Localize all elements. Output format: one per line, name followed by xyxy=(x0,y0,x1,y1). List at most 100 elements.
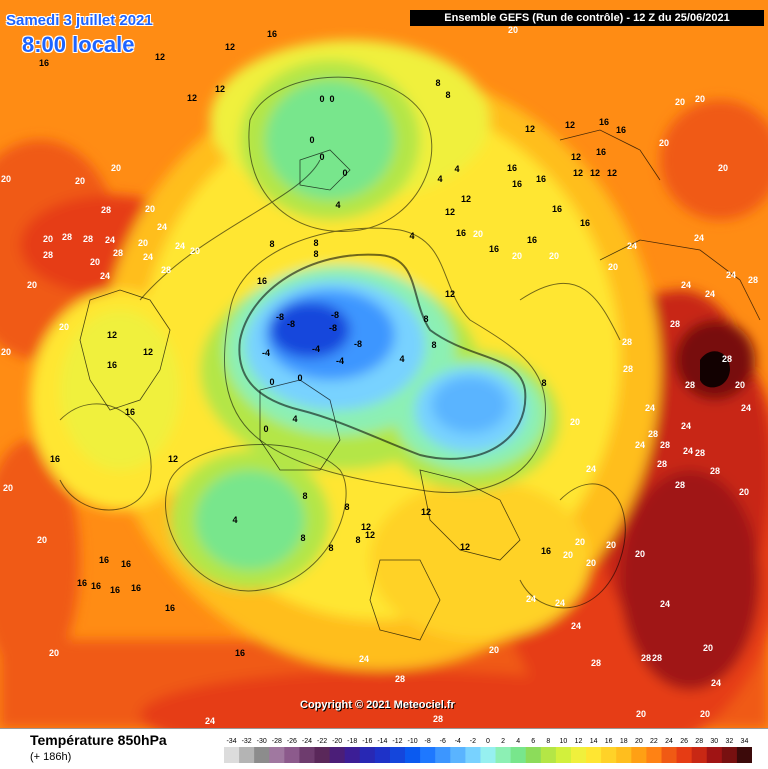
isotherm-label: 20 xyxy=(138,238,148,248)
isotherm-label: 28 xyxy=(695,448,705,458)
legend-swatch xyxy=(555,747,572,763)
isotherm-label: 8 xyxy=(328,543,333,553)
parameter-title: Température 850hPa xyxy=(30,732,167,748)
legend-tick-label: 6 xyxy=(531,738,535,745)
legend-tick-label: -12 xyxy=(392,738,402,745)
isotherm-label: 16 xyxy=(267,29,277,39)
legend-tick-label: -34 xyxy=(226,738,236,745)
legend-tick-label: 30 xyxy=(710,738,718,745)
legend-swatch xyxy=(405,747,421,763)
legend-tick-label: -10 xyxy=(408,738,418,745)
legend-swatch xyxy=(420,747,436,763)
isotherm-label: 20 xyxy=(718,163,728,173)
isotherm-label: 20 xyxy=(570,417,580,427)
isotherm-label: 8 xyxy=(269,239,274,249)
legend-swatch xyxy=(435,747,451,763)
isotherm-label: 20 xyxy=(659,138,669,148)
legend-swatch xyxy=(631,747,647,763)
isotherm-label: 16 xyxy=(541,546,551,556)
isotherm-label: 12 xyxy=(143,347,153,357)
isotherm-label: 20 xyxy=(1,347,11,357)
legend-tick-label: 2 xyxy=(501,738,505,745)
isotherm-label: 12 xyxy=(573,168,583,178)
legend-swatch xyxy=(736,747,752,763)
legend-swatch xyxy=(269,747,285,763)
isotherm-label: 28 xyxy=(623,364,633,374)
isotherm-label: 4 xyxy=(409,231,414,241)
legend-swatch xyxy=(721,747,738,763)
legend-tick-label: 8 xyxy=(546,738,550,745)
isotherm-label: 28 xyxy=(657,459,667,469)
legend-tick-label: -20 xyxy=(332,738,342,745)
legend-swatch xyxy=(224,747,240,763)
isotherm-label: 28 xyxy=(43,250,53,260)
isotherm-label: 24 xyxy=(100,271,110,281)
legend-swatch xyxy=(495,747,512,763)
isotherm-label: -4 xyxy=(336,356,344,366)
isotherm-label: 20 xyxy=(606,540,616,550)
isotherm-label: 8 xyxy=(344,502,349,512)
isotherm-label: -8 xyxy=(276,312,284,322)
isotherm-label: 12 xyxy=(525,124,535,134)
isotherm-label: -8 xyxy=(329,323,337,333)
legend-swatch xyxy=(239,747,255,763)
isotherm-label: -8 xyxy=(331,310,339,320)
isotherm-label: 20 xyxy=(59,322,69,332)
isotherm-label: 16 xyxy=(527,235,537,245)
isotherm-label: 0 xyxy=(309,135,314,145)
isotherm-label: 24 xyxy=(681,280,691,290)
isotherm-label: 12 xyxy=(225,42,235,52)
legend-tick-label: 28 xyxy=(695,738,703,745)
isotherm-label: 8 xyxy=(423,314,428,324)
isotherm-label: 16 xyxy=(77,578,87,588)
isotherm-label: 12 xyxy=(590,168,600,178)
isotherm-label: 20 xyxy=(190,246,200,256)
legend-swatch xyxy=(691,747,708,763)
isotherm-label: 20 xyxy=(37,535,47,545)
isotherm-label: 12 xyxy=(571,152,581,162)
isotherm-label: 28 xyxy=(675,480,685,490)
isotherm-label: 28 xyxy=(748,275,758,285)
legend-tick-label: 26 xyxy=(680,738,688,745)
legend-swatch xyxy=(374,747,391,763)
footer-bar: Température 850hPa (+ 186h) -34 -32 -30 -28… xyxy=(0,728,768,769)
legend-swatch xyxy=(299,747,316,763)
legend-tick-label: -24 xyxy=(302,738,312,745)
isotherm-label: 20 xyxy=(111,163,121,173)
legend-tick-label: 10 xyxy=(560,738,568,745)
isotherm-label: 28 xyxy=(722,354,732,364)
forecast-local-time: 8:00 locale xyxy=(22,32,135,57)
legend-tick-label: 34 xyxy=(741,738,749,745)
isotherm-label: 28 xyxy=(641,653,651,663)
isotherm-label: 0 xyxy=(329,94,334,104)
isotherm-label: 24 xyxy=(726,270,736,280)
isotherm-label: 0 xyxy=(269,377,274,387)
forecast-date: Samedi 3 juillet 2021 xyxy=(6,12,153,29)
isotherm-label: 8 xyxy=(313,249,318,259)
legend-tick-label: 16 xyxy=(605,738,613,745)
isotherm-label: 16 xyxy=(110,585,120,595)
isotherm-label: 16 xyxy=(131,583,141,593)
legend-tick-label: -14 xyxy=(377,738,387,745)
legend-tick-label: -16 xyxy=(362,738,372,745)
legend-swatch xyxy=(646,747,662,763)
isotherm-label: 20 xyxy=(636,709,646,719)
isotherm-label: 28 xyxy=(433,714,443,724)
isotherm-label: 20 xyxy=(635,549,645,559)
isotherm-label: 20 xyxy=(90,257,100,267)
isotherm-label: 8 xyxy=(302,491,307,501)
isotherm-label: 28 xyxy=(670,319,680,329)
isotherm-label: 24 xyxy=(741,403,751,413)
isotherm-label: 16 xyxy=(165,603,175,613)
isotherm-label: 20 xyxy=(563,550,573,560)
isotherm-label: 4 xyxy=(335,200,340,210)
isotherm-label: 20 xyxy=(675,97,685,107)
legend-swatch xyxy=(480,747,497,763)
isotherm-label: 12 xyxy=(187,93,197,103)
isotherm-label: 24 xyxy=(105,235,115,245)
isotherm-label: 20 xyxy=(489,645,499,655)
legend-swatch xyxy=(676,747,693,763)
isotherm-label: 12 xyxy=(565,120,575,130)
